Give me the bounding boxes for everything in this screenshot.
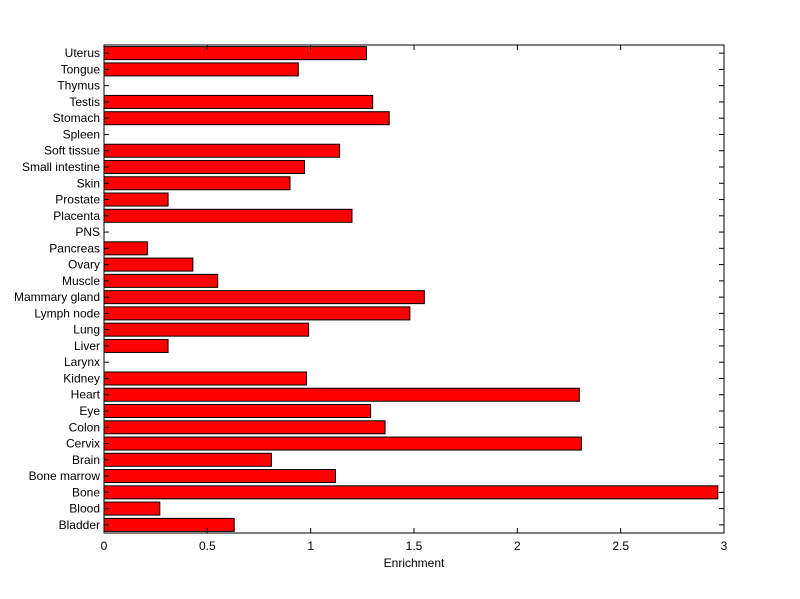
labels-group: Uterus Tongue Thymus Testis Stomach Spleen Sof… <box>14 46 728 553</box>
category-label: Uterus <box>65 46 100 60</box>
category-label: Kidney <box>63 371 100 385</box>
bar <box>103 387 580 402</box>
category-label: Prostate <box>55 193 100 207</box>
category-label: Muscle <box>62 274 100 288</box>
category-label: Bone marrow <box>29 469 101 483</box>
x-tick-label: 1.5 <box>406 539 423 553</box>
bar <box>103 469 336 484</box>
category-label: Lymph node <box>34 306 100 320</box>
bar <box>103 403 372 419</box>
bar <box>103 501 161 516</box>
bar <box>103 192 169 207</box>
category-label: Soft tissue <box>44 144 100 158</box>
category-label: Larynx <box>64 355 100 369</box>
bar <box>103 290 425 305</box>
x-tick-label: 2.5 <box>612 539 629 553</box>
bar <box>103 46 367 61</box>
bar <box>103 452 272 467</box>
category-label: Cervix <box>66 437 100 451</box>
category-label: Bone <box>72 485 100 499</box>
bar <box>103 517 235 532</box>
category-label: Stomach <box>53 111 100 125</box>
bar <box>103 62 299 77</box>
bar <box>103 143 341 158</box>
category-label: Pancreas <box>49 241 100 255</box>
category-label: Brain <box>72 453 100 467</box>
category-label: Bladder <box>59 518 100 532</box>
bar <box>103 322 310 337</box>
x-tick-label: 2 <box>514 539 521 553</box>
bar <box>103 420 386 435</box>
category-label: Placenta <box>53 209 100 223</box>
category-label: Tongue <box>61 62 101 76</box>
category-label: Liver <box>74 339 100 353</box>
bar <box>103 111 390 126</box>
category-label: Small intestine <box>22 160 100 174</box>
category-label: Heart <box>71 388 101 402</box>
category-label: Spleen <box>63 127 100 141</box>
bar <box>103 159 305 175</box>
x-axis-label: Enrichment <box>384 556 445 570</box>
category-label: Eye <box>79 404 100 418</box>
bar <box>103 371 308 386</box>
bar <box>103 306 411 321</box>
category-label: Lung <box>73 323 100 337</box>
bar <box>103 241 148 256</box>
bar <box>103 436 582 451</box>
category-label: Blood <box>69 502 100 516</box>
x-tick-label: 1 <box>307 539 314 553</box>
category-label: PNS <box>75 225 100 239</box>
category-label: Skin <box>77 176 100 190</box>
category-label: Ovary <box>68 258 100 272</box>
bar <box>103 94 374 109</box>
category-label: Colon <box>69 420 100 434</box>
bar <box>103 176 291 191</box>
bars-group <box>103 46 719 532</box>
x-tick-label: 3 <box>721 539 728 553</box>
bar <box>103 338 169 353</box>
category-label: Mammary gland <box>14 290 100 304</box>
bar <box>103 208 353 223</box>
bar <box>103 273 219 288</box>
x-tick-label: 0.5 <box>199 539 216 553</box>
bar <box>103 485 719 500</box>
category-label: Thymus <box>57 79 100 93</box>
x-tick-label: 0 <box>101 539 108 553</box>
bar <box>103 257 194 272</box>
ticks-group <box>103 45 725 533</box>
category-label: Testis <box>69 95 100 109</box>
